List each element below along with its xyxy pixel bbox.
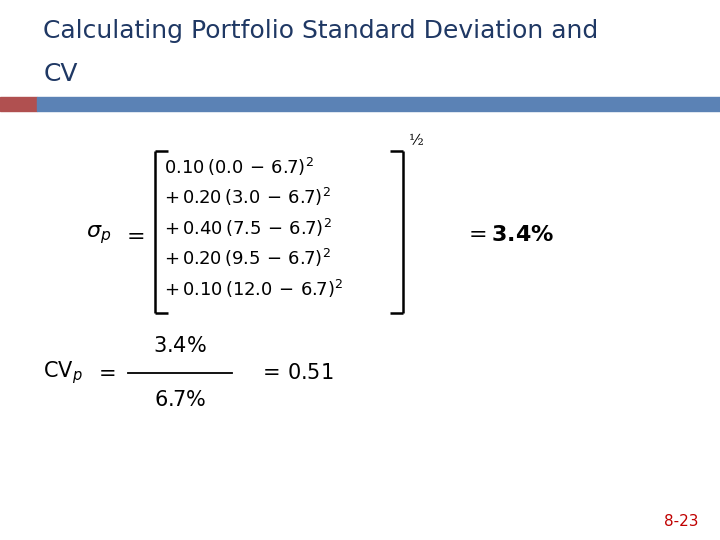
FancyBboxPatch shape [0,97,37,111]
Text: $+\,0.20\,(3.0\,-\,6.7)^2$: $+\,0.20\,(3.0\,-\,6.7)^2$ [164,186,331,208]
Text: $\sigma_p$: $\sigma_p$ [86,224,112,246]
Text: $+\,0.20\,(9.5\,-\,6.7)^2$: $+\,0.20\,(9.5\,-\,6.7)^2$ [164,247,331,269]
Text: $3.4\%$: $3.4\%$ [153,335,207,356]
Text: $0.10\,(0.0\,-\,6.7)^2$: $0.10\,(0.0\,-\,6.7)^2$ [164,157,314,178]
Text: CV: CV [43,62,78,86]
Text: 8-23: 8-23 [664,514,698,529]
FancyBboxPatch shape [37,97,720,111]
Text: $+\,0.40\,(7.5\,-\,6.7)^2$: $+\,0.40\,(7.5\,-\,6.7)^2$ [164,217,332,239]
Text: ½: ½ [409,134,424,149]
Text: Calculating Portfolio Standard Deviation and: Calculating Portfolio Standard Deviation… [43,19,598,43]
Text: $+\,0.10\,(12.0\,-\,6.7)^2$: $+\,0.10\,(12.0\,-\,6.7)^2$ [164,278,343,300]
Text: $6.7\%$: $6.7\%$ [154,389,206,410]
Text: $=\mathbf{3.4\%}$: $=\mathbf{3.4\%}$ [464,224,554,246]
Text: $=$: $=$ [94,363,115,382]
Text: $\mathrm{CV}_p$: $\mathrm{CV}_p$ [43,359,83,386]
Text: $=\,0.51$: $=\,0.51$ [258,362,333,383]
Text: $=$: $=$ [122,224,145,246]
